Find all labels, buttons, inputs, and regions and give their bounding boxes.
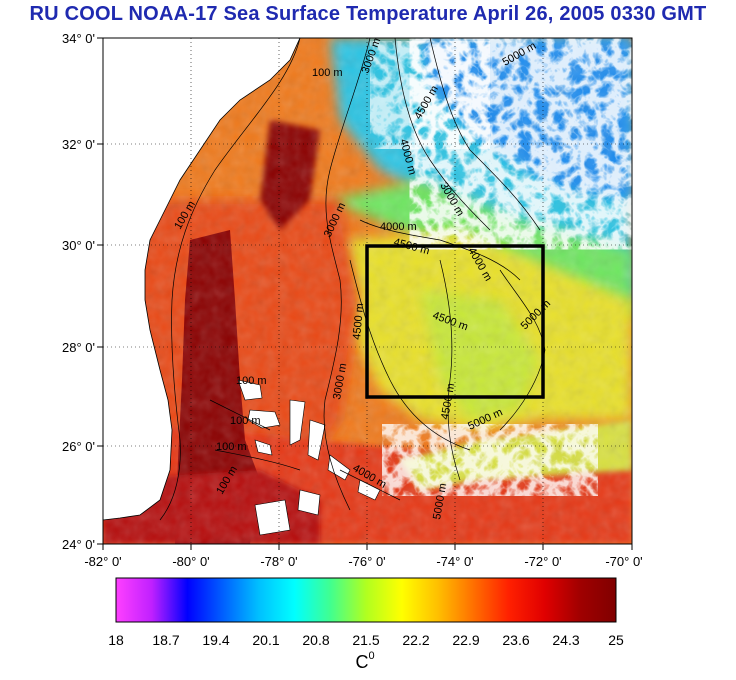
bahamas-islands	[237, 379, 381, 536]
bathymetry-contours	[159, 38, 546, 521]
lon-axis: -82° 0' -80° 0' -78° 0' -76° 0' -74° 0' …	[84, 544, 643, 569]
colorbar-tick-label: 18.7	[152, 632, 179, 648]
lon-tick-label: -74° 0'	[436, 554, 473, 569]
colorbar-unit-base: C	[355, 652, 369, 672]
lon-tick-label: -78° 0'	[260, 554, 297, 569]
colorbar-unit-label: C0	[340, 650, 390, 673]
cloud-cover-n	[380, 50, 480, 140]
colorbar: 18 18.7 19.4 20.1 20.8 21.5 22.2 22.9 23.6 24.3 25	[108, 577, 624, 648]
colorbar-swatch	[115, 577, 617, 623]
lat-axis: 34° 0' 32° 0' 30° 0' 28° 0' 26° 0' 24° 0…	[62, 31, 103, 552]
cloud-cover-s	[400, 430, 580, 490]
colorbar-tick-label: 25	[608, 632, 624, 648]
colorbar-tick-label: 18	[108, 632, 124, 648]
colorbar-tick-label: 21.5	[352, 632, 379, 648]
sst-field: 100 m 3000 m 4000 m 4500 m 5000 m 3000 m…	[103, 38, 632, 544]
colorbar-ticks: 18 18.7 19.4 20.1 20.8 21.5 22.2 22.9 23.6 24.3 25	[108, 632, 624, 648]
study-area-box	[365, 244, 545, 399]
colorbar-tick-label: 19.4	[202, 632, 229, 648]
colorbar-tick-label: 23.6	[502, 632, 529, 648]
lat-tick-label: 26° 0'	[62, 439, 95, 454]
colorbar-tick-label: 20.8	[302, 632, 329, 648]
contour-label: 100 m	[216, 441, 247, 453]
map-title: RU COOL NOAA-17 Sea Surface Temperature …	[29, 3, 707, 25]
contour-label: 100 m	[230, 415, 261, 427]
lon-tick-label: -72° 0'	[524, 554, 561, 569]
colorbar-tick-label: 22.2	[402, 632, 429, 648]
colorbar-tick-label: 22.9	[452, 632, 479, 648]
contour-label: 100 m	[312, 67, 343, 79]
lat-tick-label: 32° 0'	[62, 137, 95, 152]
lat-tick-label: 30° 0'	[62, 238, 95, 253]
lon-tick-label: -70° 0'	[605, 554, 642, 569]
colorbar-unit-sup: 0	[368, 650, 375, 662]
contour-label: 4000 m	[380, 221, 417, 233]
contour-label: 4500 m	[351, 303, 366, 341]
lat-tick-label: 24° 0'	[62, 537, 95, 552]
lat-tick-label: 34° 0'	[62, 31, 95, 46]
contour-label: 100 m	[236, 375, 267, 387]
colorbar-tick-label: 20.1	[252, 632, 279, 648]
lon-tick-label: -80° 0'	[172, 554, 209, 569]
us-coastline	[103, 38, 301, 521]
lon-tick-label: -82° 0'	[84, 554, 121, 569]
lon-tick-label: -76° 0'	[348, 554, 385, 569]
cloud-cover-ne	[430, 38, 632, 230]
lat-tick-label: 28° 0'	[62, 340, 95, 355]
colorbar-tick-label: 24.3	[552, 632, 579, 648]
